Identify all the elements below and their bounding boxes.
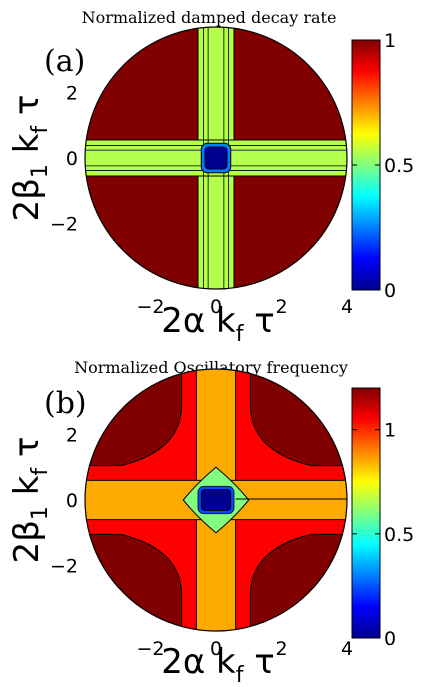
x-tick-label: 2 (275, 296, 287, 318)
x-tick-label: 4 (341, 638, 353, 660)
x-tick-label: 0 (210, 638, 222, 660)
y-tick-label: −2 (50, 214, 78, 236)
y-tick-label: 2 (66, 425, 78, 447)
colorbar-a: 00.51 (351, 30, 414, 302)
y-tick-label: 2 (66, 83, 78, 105)
x-axis-label-a: 2α kf τ (161, 301, 275, 347)
colorbar-tick-label: 1 (384, 420, 396, 442)
x-tick-label: 0 (210, 296, 222, 318)
colorbar-tick-label: 1 (384, 30, 396, 52)
plot-area-a: −2 0 2 4 −2 0 2 (50, 26, 353, 318)
y-tick-label: −2 (50, 556, 78, 578)
colorbar-tick-label: 0 (384, 628, 396, 650)
colorbar-tick-label: 0.5 (384, 155, 414, 177)
y-axis-label-a: 2β1 kf τ (7, 95, 53, 222)
x-axis-label-b: 2α kf τ (161, 642, 275, 687)
region-center (200, 489, 232, 511)
x-tick-label: 4 (341, 296, 353, 318)
domain-boundary (84, 26, 348, 290)
region-center (204, 146, 228, 170)
colorbar-tick-label: 0 (384, 280, 396, 302)
y-axis-label-b: 2β1 kf τ (7, 437, 53, 564)
x-tick-label: −2 (136, 638, 164, 660)
domain-boundary (84, 368, 348, 632)
y-tick-label: 0 (66, 148, 78, 170)
panel-a-label: (a) (44, 44, 85, 79)
colorbar-tick-label: 0.5 (384, 524, 414, 546)
panel-a-title: Normalized damped decay rate (82, 8, 337, 27)
y-tick-label: 0 (66, 490, 78, 512)
colorbar-b: 00.51 (351, 387, 414, 650)
x-tick-label: 2 (275, 638, 287, 660)
panel-b-label: (b) (44, 386, 87, 421)
panel-b-title: Normalized Oscillatory frequency (74, 358, 348, 377)
panel-a: Normalized damped decay rate (a) −2 0 2 4−2… (7, 8, 414, 347)
plot-area-b: −2 0 2 4 −2 0 2 (50, 368, 353, 660)
panel-b: Normalized Oscillatory frequency (b) −2 0… (7, 358, 414, 687)
colorbar-gradient (351, 387, 381, 639)
x-tick-label: −2 (136, 296, 164, 318)
